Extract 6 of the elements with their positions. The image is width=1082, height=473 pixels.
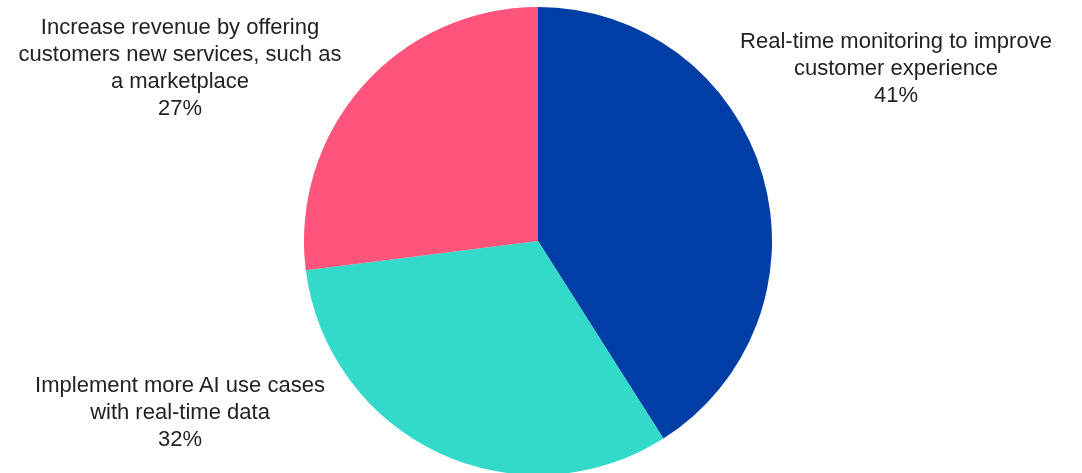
data-label: 41% xyxy=(873,81,919,107)
data-label: 27% xyxy=(157,95,203,121)
slice-label: Implement more AI use cases with real-time data xyxy=(35,371,325,424)
data-label: 32% xyxy=(157,425,203,451)
slice-label: Increase revenue by offering customers new services, such as a marketplace xyxy=(18,14,342,94)
slice-label: Real-time monitoring to improve customer experience xyxy=(740,27,1052,80)
